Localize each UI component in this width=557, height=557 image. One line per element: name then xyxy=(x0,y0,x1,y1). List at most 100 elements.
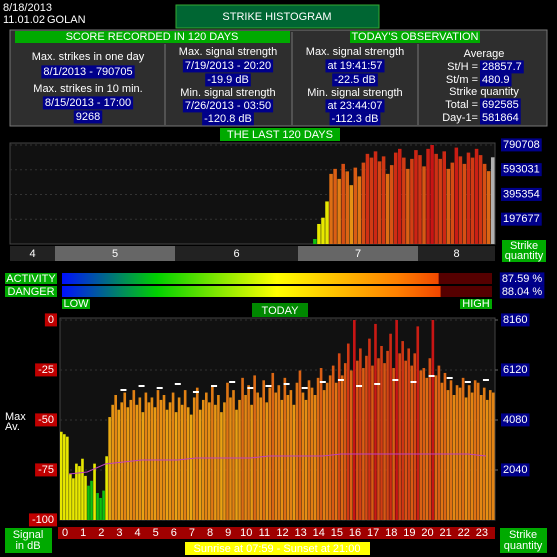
gauge-label: DANGER xyxy=(7,286,54,298)
ten-minute-bar xyxy=(334,382,338,520)
value-box xyxy=(325,59,385,73)
ten-minute-bar xyxy=(356,360,359,520)
value-box xyxy=(35,413,57,427)
day-bar xyxy=(486,171,491,244)
axis-label: Signal xyxy=(13,529,44,541)
day-bar xyxy=(361,162,366,244)
gauge-fill xyxy=(62,286,441,297)
ten-minute-bar xyxy=(380,345,383,520)
ten-minute-bar xyxy=(132,390,136,520)
ten-minute-bar xyxy=(283,377,287,520)
ten-minute-bar xyxy=(340,375,344,520)
value-box xyxy=(501,363,530,377)
max-dot xyxy=(192,391,199,393)
ten-minute-bar xyxy=(229,397,232,520)
ten-minute-bar xyxy=(123,392,127,520)
ten-minute-bar xyxy=(99,497,102,520)
value: -22.5 dB xyxy=(334,74,376,86)
low-box xyxy=(62,299,90,309)
hour-label: 2 xyxy=(98,527,104,539)
value-box xyxy=(332,73,378,87)
value: 7/19/2013 - 20:20 xyxy=(185,60,271,72)
hour-label: 6 xyxy=(171,527,177,539)
ten-minute-bar xyxy=(398,353,401,520)
label: Max. strikes in one day xyxy=(32,51,145,63)
ten-minute-bar xyxy=(90,480,93,520)
ten-minute-bar xyxy=(171,392,175,520)
ten-minute-bar xyxy=(383,363,386,520)
ten-minute-bar xyxy=(78,466,81,520)
max-dot xyxy=(392,379,399,381)
ten-minute-bar xyxy=(365,355,368,520)
ten-minute-bar xyxy=(102,490,105,520)
value-box xyxy=(42,96,134,110)
day-bar xyxy=(434,153,438,244)
label: St/H = xyxy=(447,61,478,73)
ten-minute-bar xyxy=(353,320,356,520)
ten-minute-bar xyxy=(69,473,72,520)
ten-minute-bar xyxy=(256,392,259,520)
quantity-box xyxy=(502,240,546,262)
max-dot xyxy=(211,385,218,387)
ten-minute-bar xyxy=(407,348,411,520)
ten-minute-bar xyxy=(425,377,429,520)
ten-minute-bar xyxy=(180,404,184,520)
y-tick-label: 790708 xyxy=(503,139,540,151)
ten-minute-bar xyxy=(262,380,266,520)
y-tick-label: 197677 xyxy=(503,213,540,225)
hour-label: 17 xyxy=(367,527,379,539)
ten-minute-bar xyxy=(374,323,377,520)
value: 7/26/2013 - 03:50 xyxy=(185,100,271,112)
ten-minute-bar xyxy=(485,399,489,520)
ten-minute-bar xyxy=(431,320,435,520)
value-box xyxy=(28,513,57,527)
ten-minute-bar xyxy=(346,343,350,520)
max-dot xyxy=(428,375,435,377)
value-box xyxy=(44,313,57,327)
ten-minute-bar xyxy=(96,493,99,520)
value-box xyxy=(501,187,542,201)
value-box xyxy=(501,413,530,427)
ten-minute-bar xyxy=(141,412,145,520)
ten-minute-bar xyxy=(307,380,311,520)
value-box xyxy=(41,65,135,79)
day-bar xyxy=(337,178,341,244)
day-bar xyxy=(313,238,317,244)
max-dot xyxy=(174,383,181,385)
ten-minute-bar xyxy=(443,372,447,520)
ten-minute-bar xyxy=(461,377,465,520)
value: 8/1/2013 - 790705 xyxy=(43,66,132,78)
ten-minute-bar xyxy=(75,463,78,520)
ten-minute-bar xyxy=(93,463,96,520)
max-dot xyxy=(482,379,489,381)
day-bar xyxy=(377,161,382,244)
ten-minute-bar xyxy=(491,392,495,520)
ten-minute-bar xyxy=(368,338,371,520)
value-box xyxy=(501,212,542,226)
day-bar xyxy=(426,148,430,244)
day-bar xyxy=(414,150,418,244)
ten-minute-bar xyxy=(401,341,404,520)
ten-minute-bar xyxy=(186,407,190,520)
section-title: TODAY xyxy=(262,305,300,317)
day-bar xyxy=(442,151,446,244)
day-bar xyxy=(349,185,354,244)
y-tick-label: 4080 xyxy=(503,414,527,426)
ten-minute-bar xyxy=(60,431,63,520)
month-strip xyxy=(418,246,495,261)
ten-minute-bar xyxy=(174,412,178,520)
day-bar xyxy=(454,147,459,244)
day-bar xyxy=(365,153,370,244)
signal-tick-label: -75 xyxy=(38,464,54,476)
ten-minute-bar xyxy=(422,368,426,520)
hour-label: 20 xyxy=(421,527,433,539)
month-strip xyxy=(10,246,55,261)
ten-minute-bar xyxy=(129,399,133,520)
hour-label: 1 xyxy=(80,527,86,539)
ten-minute-bar xyxy=(205,392,208,520)
label: St/m = xyxy=(446,74,478,86)
value-box xyxy=(480,73,512,87)
day-bar xyxy=(357,176,362,244)
month-strip xyxy=(298,246,418,261)
hour-label: 9 xyxy=(225,527,231,539)
